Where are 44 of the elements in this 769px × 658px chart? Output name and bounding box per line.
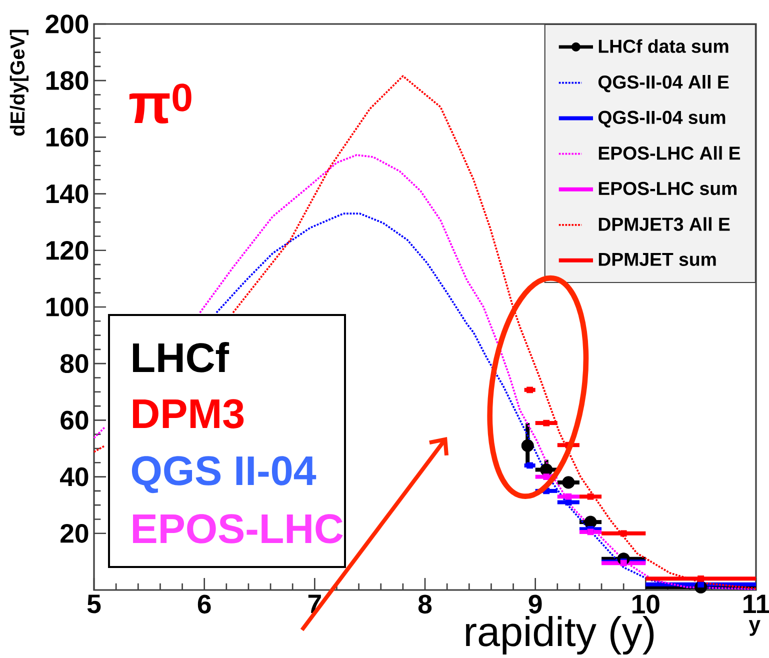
- point: [521, 439, 534, 452]
- y-tick-label: 20: [60, 524, 88, 543]
- x-tick-label: 6: [198, 594, 211, 614]
- point: [562, 476, 575, 489]
- x-tick-label: 7: [308, 594, 321, 614]
- point: [543, 474, 550, 480]
- legend-label: DPMJET sum: [598, 252, 716, 266]
- x-tick-label: 9: [528, 594, 542, 614]
- y-axis-title: dE/dy[GeV]: [10, 30, 29, 136]
- y-tick-label: 100: [46, 298, 88, 316]
- point: [526, 462, 534, 469]
- x-tick-label: 11: [744, 594, 769, 614]
- point: [587, 528, 594, 536]
- point: [543, 420, 550, 426]
- legend-label: LHCf data sum: [598, 39, 728, 53]
- legend-label: EPOS-LHC sum: [598, 182, 737, 196]
- legend-label: QGS-II-04 sum: [598, 110, 726, 128]
- x-tick-label: 8: [418, 594, 432, 614]
- y-tick-label: 200: [46, 14, 88, 34]
- legend-label: QGS-II-04 All E: [598, 74, 729, 92]
- x-tick-label: 10: [632, 594, 660, 614]
- point: [540, 463, 553, 476]
- y-tick-label: 160: [46, 128, 88, 147]
- point: [620, 530, 627, 537]
- legend-label: DPMJET3 All E: [598, 217, 730, 231]
- y-tick-label: 80: [60, 354, 88, 374]
- point: [698, 575, 704, 582]
- point: [587, 493, 594, 500]
- y-tick-label: 40: [60, 467, 88, 486]
- y-tick-label: 120: [46, 240, 88, 260]
- annotation: EPOS-LHC: [133, 514, 343, 544]
- y-tick-label: 140: [46, 184, 88, 204]
- point: [526, 386, 534, 394]
- annotation: LHCf: [133, 342, 230, 372]
- point: [565, 493, 572, 500]
- x-tick-label: 5: [87, 594, 101, 614]
- y-tick-label: 180: [46, 71, 88, 90]
- annotation: π$^{0}$: [129, 84, 192, 124]
- legend-label: EPOS-LHC All E: [598, 146, 740, 160]
- annotation: QGS II-04: [132, 456, 316, 494]
- x-axis-title: y: [748, 620, 760, 636]
- annotation: DPM3: [133, 399, 244, 428]
- y-tick-label: 60: [60, 410, 88, 430]
- text: rapidity (y): [466, 616, 654, 655]
